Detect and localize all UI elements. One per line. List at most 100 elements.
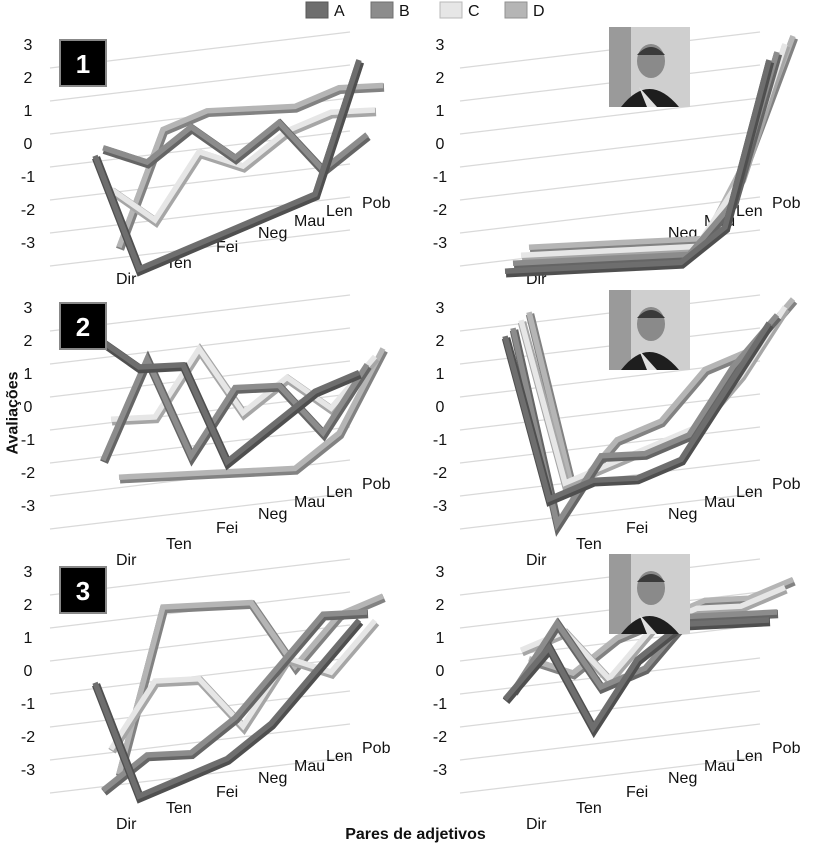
x-category-label: Pob [772, 740, 801, 757]
gridline [459, 196, 761, 234]
x-category-label: Ten [576, 800, 602, 817]
y-tick-label: 1 [24, 366, 33, 383]
legend-label: A [334, 3, 345, 20]
panel-badge: 2 [59, 302, 107, 350]
y-tick-label: 0 [436, 136, 445, 153]
x-category-label: Len [326, 203, 353, 220]
series-b [101, 609, 369, 796]
y-tick-label: -2 [21, 465, 35, 482]
x-category-label: Mau [704, 758, 735, 775]
y-tick-labels: 3 2 1 0 -1 -2 -3 [21, 37, 35, 252]
series-lines [501, 297, 798, 537]
gridline [49, 163, 351, 201]
y-tick-label: -1 [21, 432, 35, 449]
y-tick-label: -1 [433, 696, 447, 713]
y-tick-label: 0 [24, 136, 33, 153]
legend-label: D [533, 3, 545, 20]
y-tick-label: 1 [24, 103, 33, 120]
legend-swatch [370, 1, 394, 19]
x-category-label: Pob [772, 476, 801, 493]
series-lines [92, 593, 386, 804]
portrait-photo [609, 27, 690, 107]
portrait-sash [639, 87, 657, 107]
y-tick-label: 2 [436, 333, 445, 350]
x-category-label: Ten [166, 536, 192, 553]
series-c [108, 618, 380, 754]
x-category-label: Fei [216, 784, 238, 801]
y-tick-label: 1 [436, 103, 445, 120]
x-category-label: Fei [626, 784, 648, 801]
series-d [116, 82, 385, 251]
legend-label: C [468, 3, 480, 20]
gridline [49, 723, 351, 761]
x-category-label: Fei [216, 520, 238, 537]
y-tick-label: 3 [24, 37, 33, 54]
portrait-suit [621, 352, 679, 370]
y-tick-label: -3 [21, 762, 35, 779]
x-axis-title: Pares de adjetivos [345, 826, 486, 843]
panel-badge-number: 1 [76, 49, 90, 79]
series-lines [92, 59, 385, 277]
panel-badge-box [59, 566, 107, 614]
portrait-hair [637, 310, 665, 318]
legend-swatch [504, 1, 528, 19]
panel-badge: 3 [59, 566, 107, 614]
x-category-label: Pob [362, 476, 391, 493]
legend-swatch [439, 1, 463, 19]
x-category-label: Pob [772, 195, 801, 212]
gridline [459, 163, 761, 201]
y-tick-label: 0 [24, 663, 33, 680]
legend-item-d: D [504, 1, 545, 20]
x-category-label: Len [326, 484, 353, 501]
portrait-photo [609, 554, 690, 634]
x-category-label: Dir [526, 816, 547, 833]
y-tick-labels: 3 2 1 0 -1 -2 -3 [21, 300, 35, 515]
y-tick-label: -1 [433, 169, 447, 186]
y-tick-label: 2 [24, 333, 33, 350]
gridline [459, 756, 761, 794]
y-tick-label: -3 [433, 235, 447, 252]
series-lines [504, 35, 798, 278]
panel-badge-number: 2 [76, 312, 90, 342]
gridline [49, 64, 351, 102]
y-tick-label: 0 [436, 663, 445, 680]
x-category-label: Len [326, 748, 353, 765]
y-tick-label: -3 [21, 498, 35, 515]
y-tick-label: 0 [436, 399, 445, 416]
x-category-label: Mau [294, 494, 325, 511]
legend-item-c: C [439, 1, 480, 20]
y-tick-label: 2 [436, 70, 445, 87]
series-a [92, 618, 364, 804]
series-a [93, 333, 362, 471]
y-tick-label: -1 [21, 696, 35, 713]
legend-swatch [305, 1, 329, 19]
y-tick-label: -2 [21, 729, 35, 746]
portrait-flag [609, 27, 631, 107]
y-tick-label: 1 [436, 366, 445, 383]
series-c [110, 343, 380, 426]
gridline [459, 723, 761, 761]
y-tick-label: 1 [24, 630, 33, 647]
x-category-label: Neg [668, 506, 697, 523]
portrait-sash [639, 350, 657, 370]
panel-badge-number: 3 [76, 576, 90, 606]
series-c [109, 107, 377, 229]
y-tick-label: -3 [433, 498, 447, 515]
portrait-hair [637, 47, 665, 55]
x-category-label: Mau [294, 758, 325, 775]
x-category-label: Mau [704, 494, 735, 511]
y-tick-label: -2 [21, 202, 35, 219]
y-tick-label: -2 [433, 729, 447, 746]
y-tick-label: 1 [436, 630, 445, 647]
x-category-label: Fei [626, 520, 648, 537]
y-tick-label: 3 [24, 300, 33, 317]
series-d [118, 347, 388, 484]
portrait-photo [609, 290, 690, 370]
portrait-suit [621, 89, 679, 107]
x-category-label: Mau [294, 213, 325, 230]
